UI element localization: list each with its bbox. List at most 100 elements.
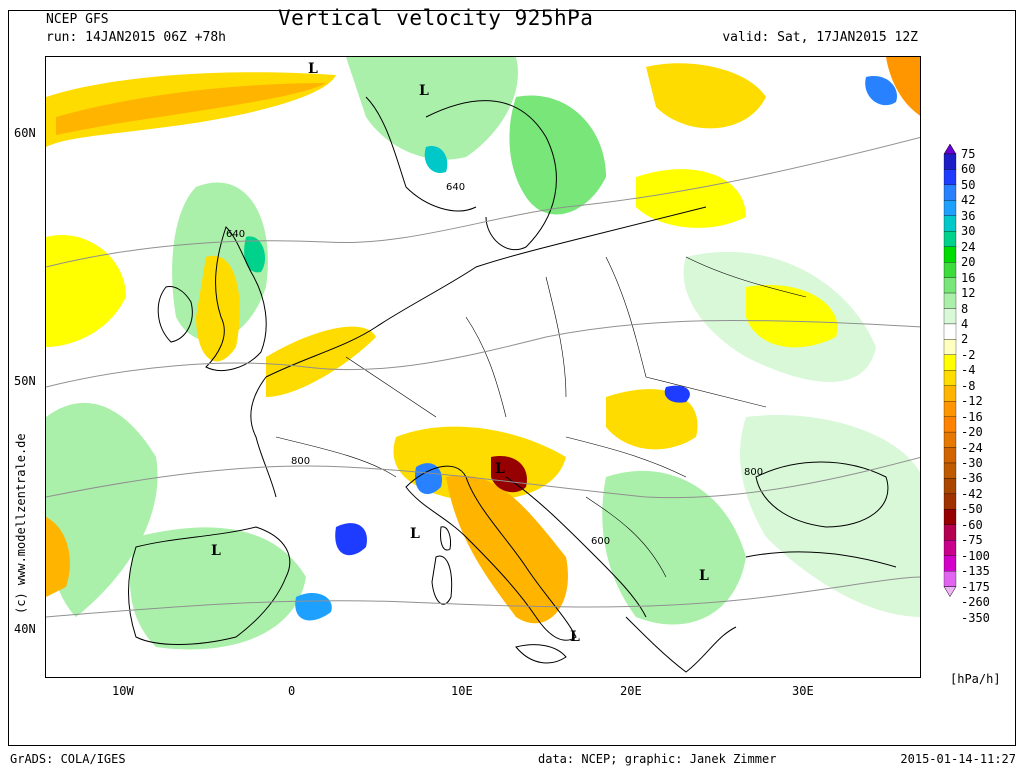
field-green-north [346,57,518,160]
colorbar-tick-label: -175 [961,579,990,594]
colorbar-tick-label: 12 [961,286,976,301]
colorbar-tick-label: -42 [961,486,983,501]
colorbar-swatch [943,570,957,587]
lat-label: 50N [14,374,36,388]
lon-label: 0 [288,684,296,698]
field-green-atlantic [46,402,158,617]
colorbar-swatch [943,509,957,525]
colorbar-swatch [943,246,957,263]
field-blue-ligurian [415,463,442,495]
lon-label: 30E [792,684,814,698]
contour-labels: 640 640 800 800 600 [226,182,763,547]
low-marker: L [419,83,429,99]
field-yellow-west-atl [46,235,126,347]
colorbar-swatch [943,262,957,278]
colorbar-tick-label: -75 [961,533,983,548]
coast-corsica [440,526,451,551]
colorbar-tick-label: -2 [961,347,976,362]
field-yellow-wales [196,255,240,362]
field-green-balkan [602,470,746,625]
low-marker: L [570,629,580,645]
colorbar-tick-label: 8 [961,301,969,316]
colorbar-tick-label: -8 [961,378,976,393]
credit-text: (c) www.modellzentrale.de [14,433,28,614]
lat-label: 60N [14,126,36,140]
lon-label: 10W [112,684,134,698]
colorbar-tick-label: -260 [961,595,990,610]
colorbar-swatch [943,478,957,495]
isobar-4 [46,576,920,618]
colorbar-svg [943,143,957,598]
lon-label: 20E [620,684,642,698]
colorbar-tick-label: 2 [961,332,969,347]
field-blue-med [335,523,367,556]
colorbar-swatch [943,215,957,232]
coast-sardinia [431,555,453,605]
low-marker: L [308,61,318,77]
colorbar-tick-label: 20 [961,255,976,270]
weather-map: 640 640 800 800 600 L L L L L L L [45,56,921,678]
colorbar-tick-label: -16 [961,409,983,424]
isobars [46,136,920,618]
colorbar-swatch [943,277,957,294]
isobar-2 [46,319,920,388]
coast-norway [365,96,477,212]
colorbar-swatch [943,354,957,371]
isobar-1 [46,136,920,268]
field-orange-atlantic-n [56,83,326,135]
border-1 [345,356,437,418]
field-blue-ne [865,76,897,106]
borders [275,256,807,578]
contour-label: 640 [226,229,245,240]
border-7 [565,436,687,478]
coast-britain [205,226,267,371]
coast-turkey [745,551,897,568]
colorbar-swatch [943,339,957,355]
colorbar-swatch [943,231,957,247]
field-yellow-ne [646,63,766,129]
coast-continent-north [265,206,707,378]
colorbar-tick-label: 36 [961,208,976,223]
unit-label: [hPa/h] [950,672,1001,686]
coast-iberia [128,526,291,645]
colorbar-tick-label: 42 [961,193,976,208]
field-orange-ne [886,57,920,116]
field-green-med [130,527,306,650]
footer-timestamp: 2015-01-14-11:27 [900,752,1016,766]
coast-sicily [515,644,567,664]
field-orange-italy [446,475,568,624]
velocity-field [46,57,920,650]
low-marker: L [699,568,709,584]
contour-label: 640 [446,182,465,193]
field-yellow-channel [266,326,376,397]
colorbar-tick-label: -12 [961,394,983,409]
colorbar-tick-label: 4 [961,316,969,331]
coast-ireland [157,286,193,343]
low-marker: L [410,526,420,542]
field-red-adriatic [491,456,527,493]
run-info: run: 14JAN2015 06Z +78h [46,30,227,45]
contour-label: 800 [291,456,310,467]
coast-france-west [250,376,277,498]
border-3 [545,276,567,398]
colorbar-tick-label: -135 [961,564,990,579]
colorbar-swatch [943,200,957,216]
colorbar-bottom-arrow [943,586,957,598]
border-6 [685,256,807,298]
isobar-3 [46,457,920,499]
coast-greece [625,616,737,673]
border-5 [645,376,767,408]
colorbar-tick-label: 16 [961,270,976,285]
contour-label: 600 [591,536,610,547]
coast-blacksea [755,461,889,528]
field-orange-sw [46,517,70,597]
footer-credit: data: NCEP; graphic: Janek Zimmer [538,752,777,766]
border-9 [275,436,397,478]
colorbar-tick-label: 50 [961,177,976,192]
plot-frame [8,10,1016,746]
border-2 [465,316,507,418]
field-cyan-norway [424,146,448,173]
colorbar-tick-label: -350 [961,610,990,625]
contour-label: 800 [744,467,763,478]
colorbar-tick-label: 30 [961,224,976,239]
